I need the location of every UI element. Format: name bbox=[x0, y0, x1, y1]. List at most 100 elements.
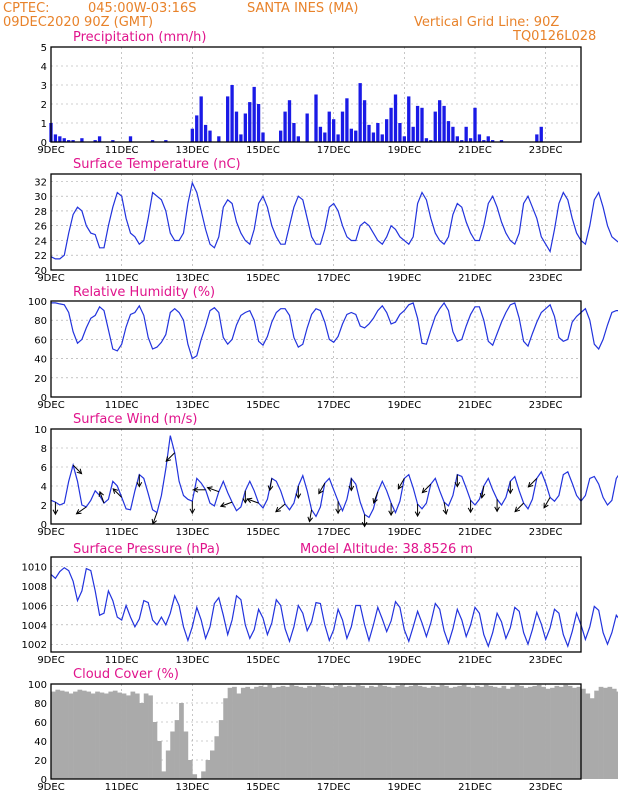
header-coords: 045:00W-03:16S bbox=[88, 1, 196, 16]
wind-arrow-shaft bbox=[72, 464, 82, 474]
cloud-cover-bar bbox=[51, 691, 56, 779]
precip-bar bbox=[67, 140, 71, 142]
wind-arrow-head bbox=[507, 488, 514, 495]
x-tick-label: 15DEC bbox=[246, 655, 280, 666]
cloud-cover-bar bbox=[572, 687, 577, 779]
x-tick-label: 13DEC bbox=[175, 273, 209, 284]
wind-arrow-shaft bbox=[152, 512, 158, 525]
panel-frame bbox=[50, 683, 582, 780]
cloud-cover-bar bbox=[165, 750, 171, 779]
cloud-cover-bar bbox=[289, 684, 295, 779]
cloud-cover-bar bbox=[466, 686, 471, 779]
cloud-cover-bar bbox=[205, 760, 211, 779]
cloud-cover-bar bbox=[174, 720, 180, 779]
wind-arrow-shaft bbox=[275, 503, 286, 513]
y-tick-label: 40 bbox=[34, 737, 47, 748]
wind-arrow bbox=[421, 483, 432, 494]
x-tick-label: 11DEC bbox=[105, 527, 139, 538]
cloud-cover-bar bbox=[391, 687, 396, 779]
y-tick-label: 32 bbox=[34, 177, 47, 188]
wind-arrow bbox=[494, 499, 500, 513]
cloud-cover-bar bbox=[316, 684, 321, 779]
wind-arrow-head bbox=[335, 508, 341, 515]
cloud-cover-bar bbox=[267, 684, 273, 779]
cloud-cover-bar bbox=[59, 690, 65, 779]
cloud-cover-bar bbox=[245, 686, 251, 779]
cloud-cover-bar bbox=[550, 687, 555, 779]
cloud-cover-bar bbox=[311, 686, 317, 779]
series-line bbox=[51, 301, 618, 360]
wind-arrow bbox=[192, 486, 206, 493]
wind-arrow bbox=[335, 501, 341, 515]
wind-arrow-shaft bbox=[207, 487, 220, 493]
wind-arrow bbox=[151, 512, 158, 525]
cloud-cover-bar bbox=[351, 686, 357, 779]
temp-title: Surface Temperature (nC) bbox=[73, 157, 241, 172]
wind-arrow-shaft bbox=[481, 485, 485, 498]
precip-bar bbox=[305, 113, 309, 142]
wind-arrow bbox=[136, 474, 143, 488]
precip-bar bbox=[451, 126, 455, 142]
precip-bar bbox=[429, 140, 433, 142]
wind-arrow-head bbox=[372, 497, 378, 504]
model-altitude: Model Altitude: 38.8526 m bbox=[300, 542, 473, 557]
wind-arrow-shaft bbox=[76, 506, 87, 515]
precip-bar bbox=[58, 136, 62, 142]
precip-bar bbox=[486, 136, 490, 142]
precip-bar bbox=[71, 140, 75, 142]
precip-bar bbox=[477, 134, 482, 142]
y-tick-label: 2 bbox=[41, 501, 47, 512]
y-tick-label: 40 bbox=[34, 355, 47, 366]
cloud-cover-bar bbox=[161, 771, 167, 779]
wind-arrow-shaft bbox=[318, 482, 326, 494]
x-tick-label: 21DEC bbox=[458, 655, 492, 666]
wind-arrow bbox=[348, 478, 355, 492]
precip-bar bbox=[248, 102, 252, 142]
wind-arrow-head bbox=[136, 481, 143, 488]
y-tick-label: 1008 bbox=[22, 582, 47, 593]
x-tick-label: 17DEC bbox=[317, 782, 351, 793]
wind-arrow bbox=[514, 502, 524, 513]
x-tick-label: 9DEC bbox=[37, 273, 64, 284]
x-tick-label: 13DEC bbox=[175, 782, 209, 793]
precip-bar bbox=[380, 134, 384, 142]
precip-bar bbox=[336, 134, 340, 142]
cloud-cover-bar bbox=[426, 687, 432, 779]
x-tick-label: 15DEC bbox=[246, 273, 280, 284]
wind-arrow-head bbox=[494, 506, 500, 513]
precip-bar bbox=[80, 138, 84, 142]
precip-bar bbox=[62, 138, 66, 142]
humidity-title: Relative Humidity (%) bbox=[73, 285, 215, 300]
precip-bar bbox=[376, 123, 380, 142]
cloud-cover-bar bbox=[77, 689, 83, 779]
y-tick-label: 1 bbox=[41, 119, 47, 130]
wind-panel: 0 2 4 6 8 10 9DEC 11DEC 13DEC 15DEC 17DEC 19DEC 21DE… bbox=[34, 425, 618, 538]
wind-arrow-head bbox=[318, 488, 324, 495]
cloud-cover-bar bbox=[64, 691, 69, 779]
x-tick-label: 13DEC bbox=[175, 145, 209, 156]
wind-arrow-head bbox=[454, 481, 461, 488]
precip-bar bbox=[424, 138, 429, 142]
cloud-title: Cloud Cover (%) bbox=[73, 667, 179, 682]
x-tick-label: 17DEC bbox=[317, 527, 351, 538]
wind-arrow-head bbox=[307, 516, 314, 523]
wind-arrow-head bbox=[112, 488, 119, 494]
x-tick-label: 9DEC bbox=[37, 527, 64, 538]
x-tick-label: 17DEC bbox=[317, 400, 351, 411]
cloud-cover-bar bbox=[563, 684, 569, 779]
precip-bar bbox=[234, 111, 239, 142]
y-tick-label: 0 bbox=[41, 775, 47, 786]
y-tick-label: 5 bbox=[41, 43, 47, 54]
header-source: CPTEC: bbox=[3, 1, 50, 16]
pressure-title: Surface Pressure (hPa) bbox=[73, 542, 220, 557]
cloud-cover-bar bbox=[399, 684, 405, 779]
cloud-cover-bar bbox=[271, 687, 277, 779]
precip-bar bbox=[354, 130, 358, 142]
precip-bar bbox=[468, 138, 473, 142]
cloud-cover-bar bbox=[404, 686, 410, 779]
y-tick-label: 1006 bbox=[22, 601, 47, 612]
wind-arrow bbox=[189, 501, 196, 515]
series-line bbox=[50, 181, 618, 260]
precip-bar bbox=[415, 105, 420, 142]
cloud-cover-bar bbox=[567, 685, 573, 779]
